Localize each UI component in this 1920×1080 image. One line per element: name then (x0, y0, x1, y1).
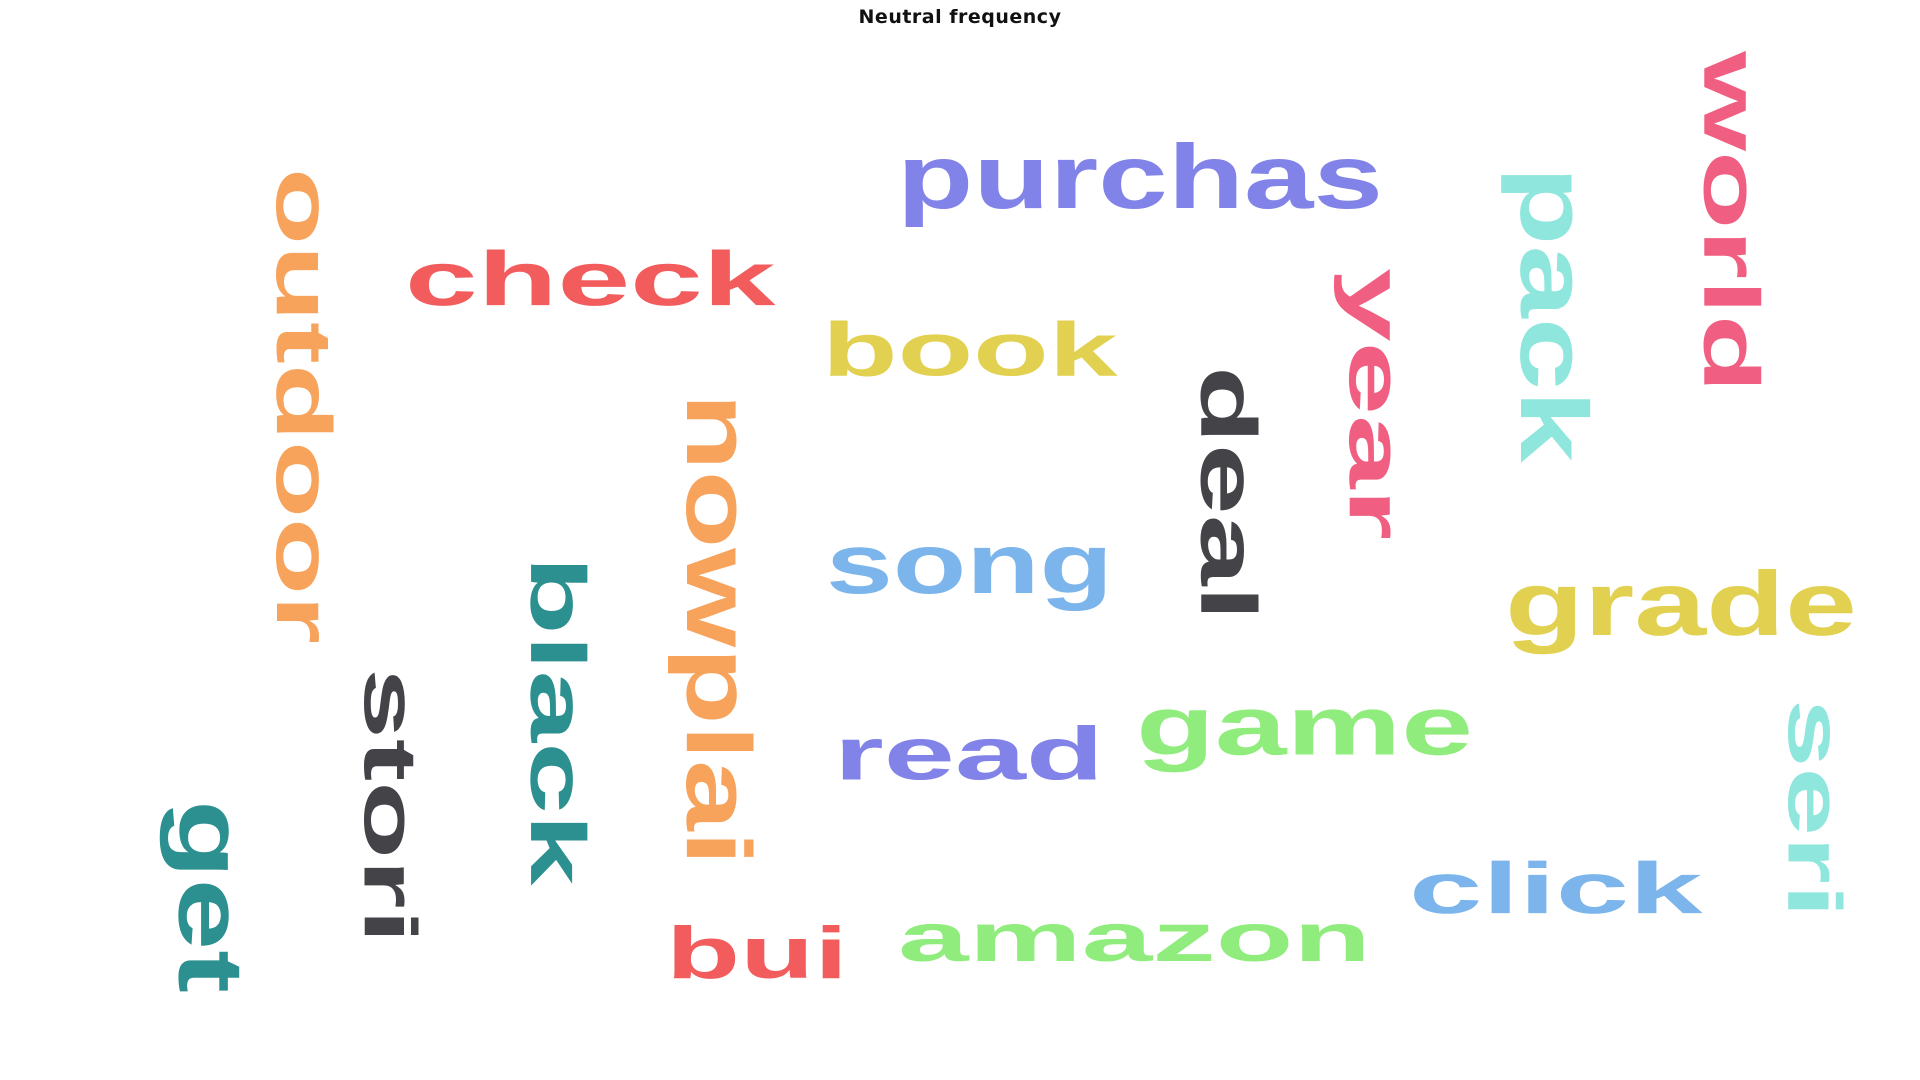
chart-title: Neutral frequency (858, 6, 1062, 28)
word-pack: pack (1500, 166, 1606, 463)
word-purchas: purchas (897, 126, 1383, 228)
word-read: read (834, 712, 1104, 796)
word-outdoor: outdoor (260, 168, 347, 644)
word-book: book (822, 307, 1119, 392)
word-amazon: amazon (898, 899, 1371, 976)
word-click: click (1409, 848, 1703, 929)
word-black: black (514, 556, 601, 886)
word-stori: stori (348, 668, 431, 944)
word-check: check (405, 236, 776, 322)
word-nowplai: nowplai (667, 393, 770, 866)
word-bui: bui (666, 912, 848, 994)
word-world: world (1687, 50, 1775, 393)
word-game: game (1136, 679, 1473, 773)
word-song: song (826, 517, 1113, 612)
word-year: year (1334, 268, 1419, 540)
word-seri: seri (1772, 699, 1857, 918)
word-get: get (159, 800, 262, 993)
word-deal: deal (1184, 366, 1272, 621)
word-grade: grade (1505, 553, 1857, 655)
